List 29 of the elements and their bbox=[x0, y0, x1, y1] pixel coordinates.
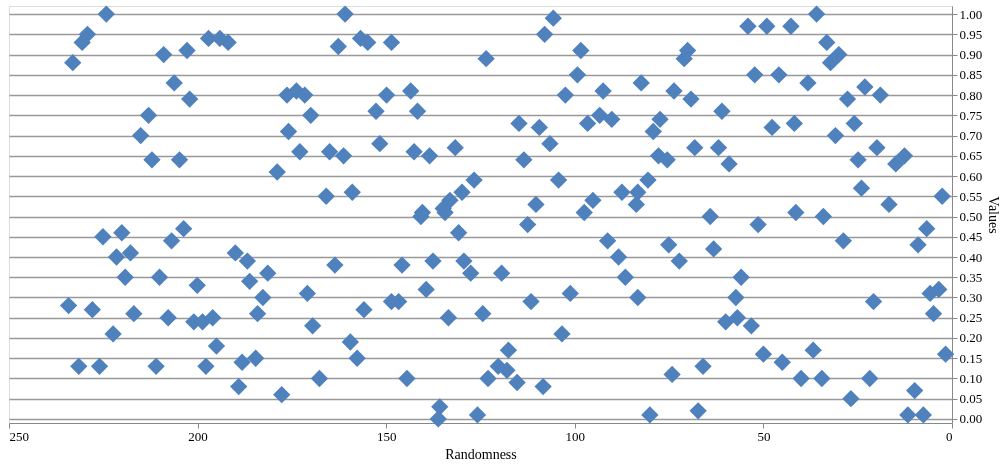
x-axis-title: Randomness bbox=[445, 446, 517, 462]
y-tick-label: 0.20 bbox=[959, 330, 983, 346]
y-tick-label: 0.00 bbox=[959, 411, 983, 427]
y-axis-title: Values bbox=[986, 196, 1002, 234]
x-tick-label: 250 bbox=[9, 428, 29, 444]
y-tick-label: 0.50 bbox=[959, 209, 983, 225]
y-tick-label: 0.45 bbox=[959, 229, 983, 245]
y-tick-label: 1.00 bbox=[959, 6, 983, 22]
y-tick-label: 0.25 bbox=[959, 310, 983, 326]
y-tick-label: 0.70 bbox=[959, 128, 983, 144]
y-tick-label: 0.15 bbox=[959, 350, 983, 366]
y-tick-label: 0.40 bbox=[959, 249, 983, 265]
y-tick-label: 0.80 bbox=[959, 87, 983, 103]
y-tick-label: 0.55 bbox=[959, 188, 983, 204]
y-tick-label: 0.85 bbox=[959, 67, 983, 83]
y-tick-label: 0.10 bbox=[959, 370, 983, 386]
y-tick-label: 0.60 bbox=[959, 168, 983, 184]
y-tick-label: 0.75 bbox=[959, 107, 983, 123]
y-tick-label: 0.95 bbox=[959, 26, 983, 42]
x-tick-label: 150 bbox=[376, 428, 397, 444]
y-tick-label: 0.35 bbox=[959, 269, 983, 285]
y-tick-label: 0.05 bbox=[959, 391, 983, 407]
x-tick-label: 50 bbox=[757, 428, 771, 444]
y-tick-label: 0.65 bbox=[959, 148, 983, 164]
x-tick-label: 100 bbox=[565, 428, 586, 444]
y-tick-label: 0.30 bbox=[959, 290, 983, 305]
y-tick-label: 0.90 bbox=[959, 47, 983, 63]
x-tick-label: 0 bbox=[946, 428, 953, 444]
x-tick-label: 200 bbox=[188, 428, 208, 444]
